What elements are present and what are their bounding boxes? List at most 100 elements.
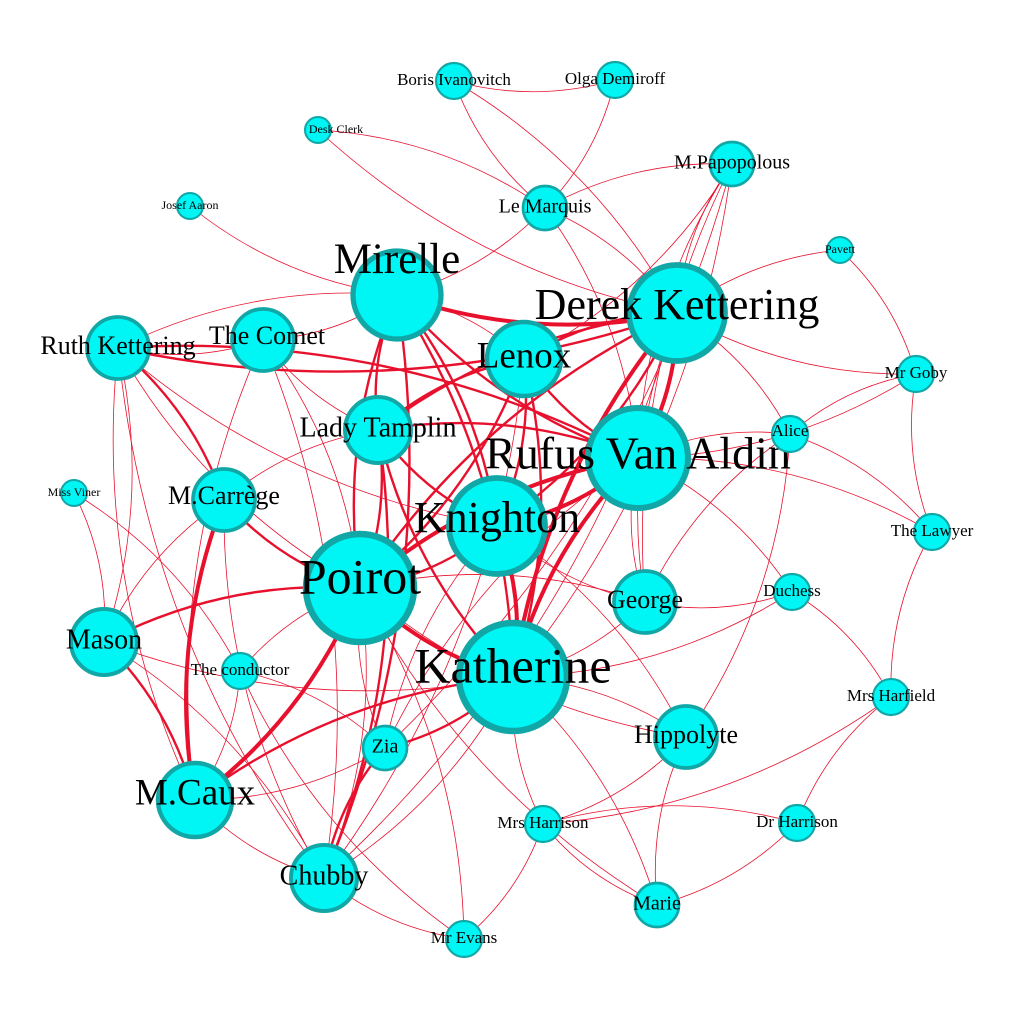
node-label-carrege: M.Carrège [168,481,280,510]
node-label-deskclerk: Desk Clerk [309,122,363,136]
node-josef: Josef Aaron [162,192,219,220]
edge-harfield-drharrison [796,696,892,824]
node-rufus: Rufus Van Aldin [485,405,791,511]
edge-lemarquis-boris [453,80,546,209]
edge-papopolous-george [642,163,733,603]
node-circle-duchess [772,572,812,612]
node-label-mason: Mason [66,624,142,655]
node-circle-evans [444,919,484,959]
node-circle-deskclerk [304,116,332,144]
node-evans: Mr Evans [431,919,498,959]
edge-boris-olga [453,79,616,93]
node-circle-tamplin [343,395,413,465]
node-caux: M.Caux [135,760,256,840]
node-label-josef: Josef Aaron [162,198,219,212]
edge-mason-chubby [103,641,325,879]
edge-hippolyte-alice [685,433,791,738]
node-lemarquis: Le Marquis [499,184,592,232]
node-hippolyte: Hippolyte [634,704,738,770]
node-duchess: Duchess [763,572,821,612]
node-olga: Olga Demiroff [565,60,666,100]
node-circle-josef [176,192,204,220]
node-drharrison: Dr Harrison [756,803,838,843]
node-label-derek: Derek Kettering [535,280,820,329]
node-mrsharrison: Mrs Harrison [497,804,589,844]
node-circle-goby [896,354,936,394]
node-circle-george [612,569,678,635]
node-deskclerk: Desk Clerk [304,116,363,144]
node-carrege: M.Carrège [168,467,280,533]
edge-caux-carrege [184,498,226,802]
node-circle-knighton [446,475,548,577]
edge-viner-conductor [73,492,241,672]
edge-harfield-lawyer [890,531,933,698]
node-circle-harfield [871,677,911,717]
node-circle-marie [633,881,681,929]
edge-lawyer-alice [789,433,933,533]
node-circle-viner [60,479,88,507]
node-label-evans: Mr Evans [431,928,498,947]
node-circle-boris [434,61,474,101]
node-lawyer: The Lawyer [891,512,974,552]
node-circle-mirelle [350,248,444,342]
node-circle-mrsharrison [523,804,563,844]
edge-mrsharrison-harfield [542,696,892,825]
node-label-goby: Mr Goby [885,363,948,382]
node-derek: Derek Kettering [535,262,820,364]
node-circle-derek [626,262,728,364]
edge-deskclerk-derek [317,129,678,314]
edge-lenox-chubby [323,358,525,879]
node-marie: Marie [633,881,681,929]
node-circle-caux [155,760,235,840]
node-label-comet: The Comet [209,321,326,350]
node-mason: Mason [66,607,142,677]
edge-caux-comet [187,339,264,801]
node-pavett: Pavett [825,236,856,264]
node-comet: The Comet [209,307,326,373]
node-katherine: Katherine [414,619,612,735]
node-poirot: Poirot [299,530,421,646]
node-label-george: George [607,585,683,614]
node-label-rufus: Rufus Van Aldin [485,428,791,479]
node-circle-olga [595,60,635,100]
edge-conductor-evans [239,670,465,940]
node-label-hippolyte: Hippolyte [634,720,738,749]
node-boris: Boris Ivanovitch [397,61,511,101]
edge-deskclerk-lemarquis [317,129,546,209]
node-harfield: Mrs Harfield [847,677,936,717]
node-circle-alice [770,414,810,454]
node-circle-comet [230,307,296,373]
node-circle-poirot [302,530,418,646]
node-label-zia: Zia [372,736,399,758]
node-circle-mason [69,607,139,677]
node-viner: Miss Viner [48,479,100,507]
node-mirelle: Mirelle [334,236,461,342]
node-label-boris: Boris Ivanovitch [397,70,511,89]
node-label-drharrison: Dr Harrison [756,812,838,831]
node-circle-drharrison [777,803,817,843]
node-circle-chubby [289,843,359,913]
node-label-katherine: Katherine [414,637,611,693]
node-zia: Zia [361,724,409,772]
edge-harfield-duchess [791,591,892,698]
node-ruth: Ruth Kettering [40,315,196,381]
node-label-olga: Olga Demiroff [565,69,666,88]
node-label-duchess: Duchess [763,581,821,600]
node-label-mirelle: Mirelle [334,236,461,283]
node-label-alice: Alice [772,421,809,440]
edge-chubby-carrege [223,499,325,879]
node-circle-pavett [826,236,854,264]
edge-caux-ruth [112,347,196,801]
node-label-poirot: Poirot [299,548,421,604]
node-label-ruth: Ruth Kettering [40,331,195,360]
node-chubby: Chubby [280,843,368,913]
node-circle-zia [361,724,409,772]
edge-pavett-goby [839,249,917,375]
node-label-knighton: Knighton [414,493,580,542]
node-conductor: The conductor [191,651,290,691]
node-circle-lawyer [912,512,952,552]
node-circle-carrege [191,467,257,533]
edge-derek-chubby [323,312,678,879]
node-label-mrsharrison: Mrs Harrison [497,813,589,832]
